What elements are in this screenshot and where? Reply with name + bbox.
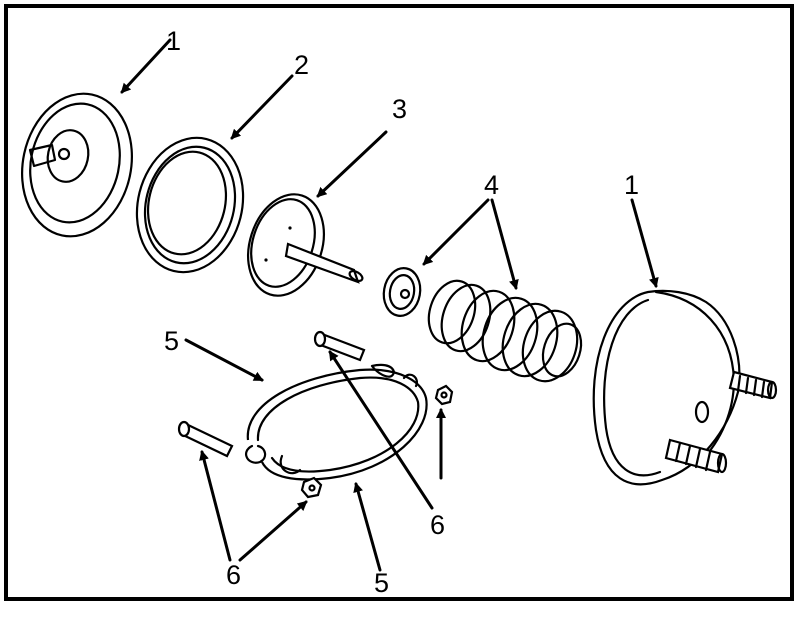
callout-5-clamp-lower: 5: [374, 568, 389, 598]
nut-bottom: [300, 476, 323, 499]
cover-plate: [20, 92, 134, 238]
nut-right: [434, 384, 454, 406]
clamp-band: [245, 363, 428, 481]
leader-arrows: [120, 38, 659, 572]
callout-5-clamp-upper: 5: [164, 326, 179, 356]
spring-assembly: [382, 267, 583, 383]
pushrod-plate: [247, 193, 364, 297]
callout-6-left: 6: [226, 560, 241, 590]
bolt-left: [177, 420, 234, 458]
callout-6-right: 6: [430, 510, 445, 540]
callout-2-diaphragm: 2: [294, 50, 309, 80]
callout-1-cover: 1: [166, 26, 181, 56]
callout-1-housing: 1: [624, 170, 639, 200]
callout-3-pushrod: 3: [392, 94, 407, 124]
brake-housing: [592, 289, 778, 486]
callout-4-spring: 4: [484, 170, 499, 200]
diaphragm: [135, 136, 245, 274]
bolt-upper: [313, 330, 366, 362]
